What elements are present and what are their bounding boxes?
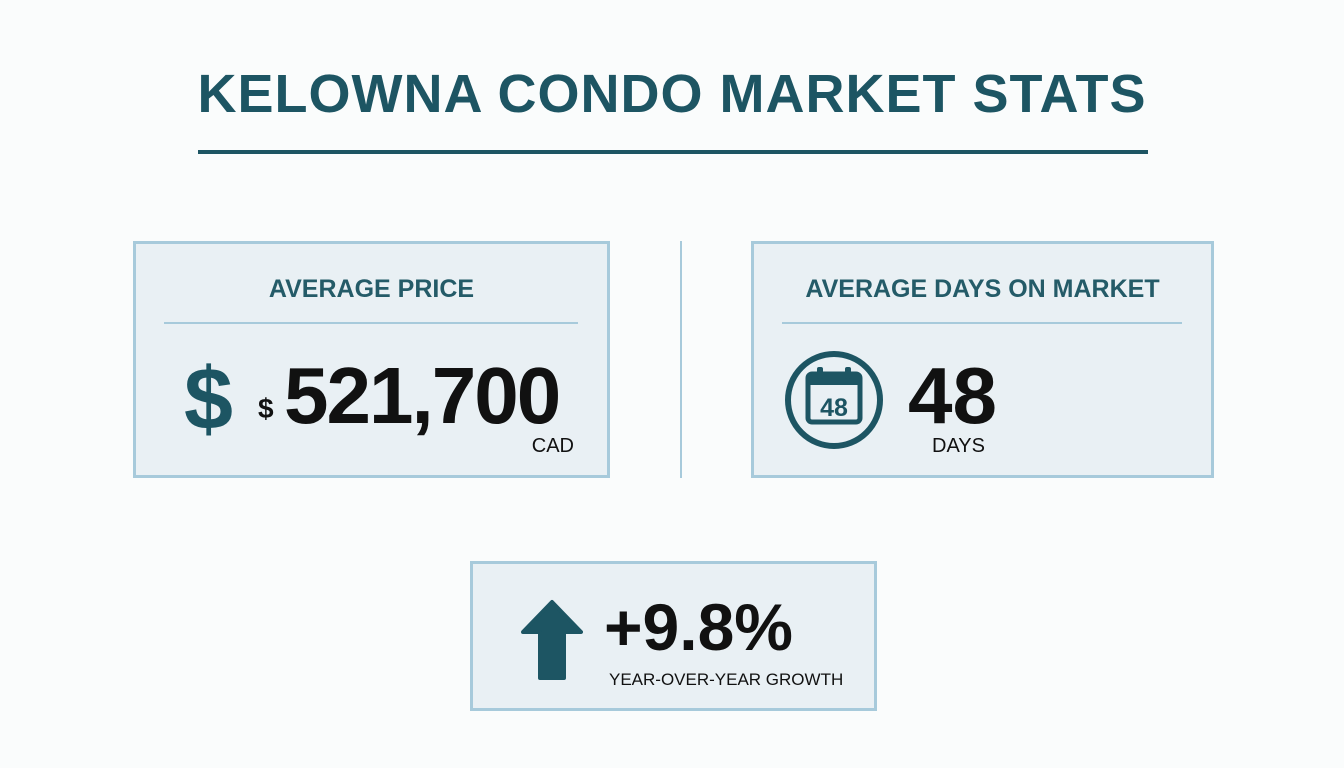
growth-label: YEAR-OVER-YEAR GROWTH: [609, 670, 844, 689]
average-days-divider: [782, 322, 1182, 324]
growth-card: +9.8% YEAR-OVER-YEAR GROWTH: [470, 561, 877, 711]
page-title: KELOWNA CONDO MARKET STATS: [197, 64, 1147, 124]
growth-value: +9.8%: [604, 590, 793, 664]
calendar-icon-number: 48: [820, 394, 848, 422]
average-price-card: AVERAGE PRICE $ $ 521,700 CAD: [133, 241, 610, 478]
average-days-label: AVERAGE DAYS ON MARKET: [805, 275, 1160, 303]
arrow-up-icon: [521, 600, 583, 680]
average-price-divider: [164, 322, 578, 324]
currency-symbol: $: [258, 393, 274, 424]
dollar-icon: $: [184, 349, 233, 448]
average-price-unit: CAD: [531, 435, 574, 457]
average-days-unit: DAYS: [932, 435, 985, 457]
average-days-card: AVERAGE DAYS ON MARKET 48 48 DAYS: [751, 241, 1214, 478]
average-price-label: AVERAGE PRICE: [268, 275, 475, 303]
average-price-value: 521,700: [284, 351, 561, 440]
title-underline: [198, 150, 1148, 154]
cards-divider: [680, 241, 682, 478]
calendar-icon: 48: [785, 351, 883, 449]
average-days-value: 48: [908, 351, 997, 440]
